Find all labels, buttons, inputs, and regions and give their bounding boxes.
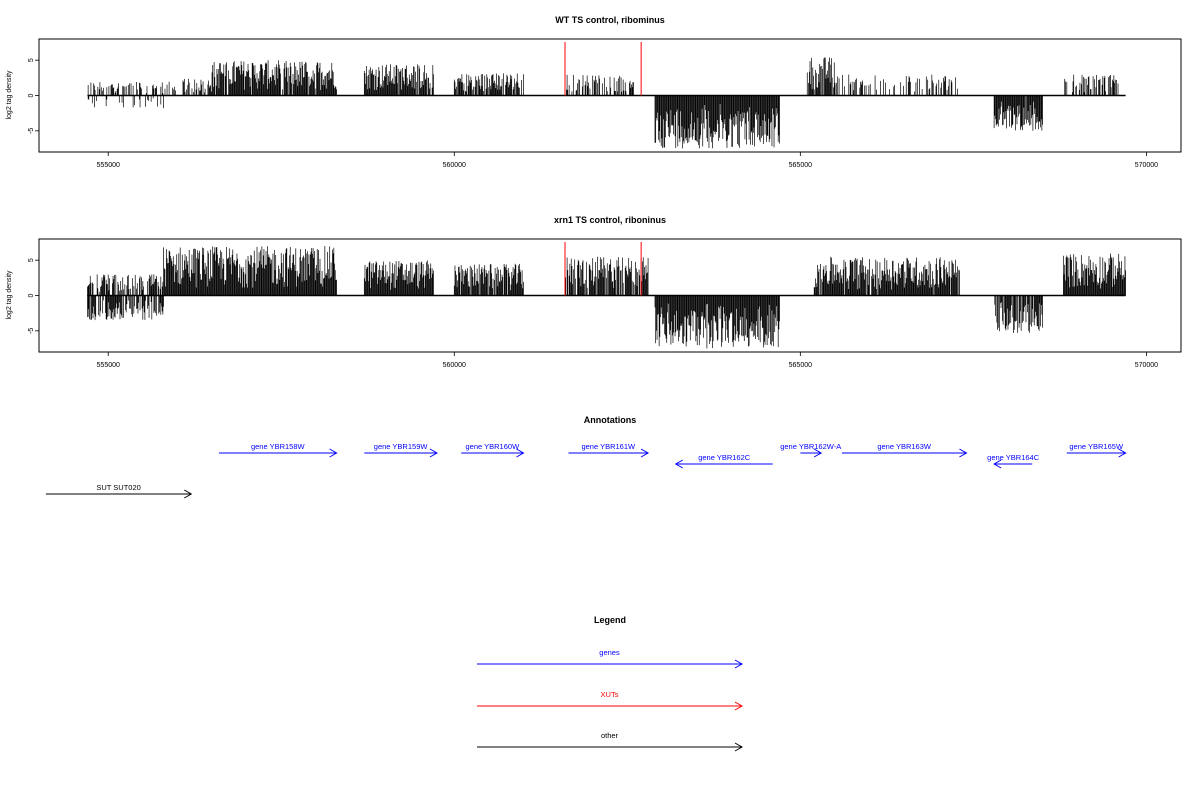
xrn1-axes: 555000 560000 565000 570000 5 0 -5 xyxy=(28,258,1158,369)
wt-axes: 555000 560000 565000 570000 5 0 -5 xyxy=(28,58,1158,169)
annotation-label: gene YBR164C xyxy=(987,453,1040,462)
annotation-arrowhead xyxy=(1118,448,1127,458)
annotation-arrowhead xyxy=(429,448,438,458)
x-tick-label: 565000 xyxy=(789,162,812,169)
legend-arrowhead xyxy=(734,701,744,711)
annotation-features: gene YBR158W gene YBR159W gene YBR160W gene… xyxy=(45,442,1127,499)
y-tick-label: -5 xyxy=(28,128,35,134)
legend-title: Legend xyxy=(594,615,626,625)
annotation-arrowhead xyxy=(959,448,968,458)
x-tick-label: 560000 xyxy=(443,362,466,369)
wt-bars xyxy=(87,42,1126,149)
legend-label: other xyxy=(601,731,619,740)
annotations-title: Annotations xyxy=(584,415,637,425)
annotation-label: gene YBR158W xyxy=(251,442,306,451)
y-tick-label: 5 xyxy=(28,258,35,262)
legend-label: XUTs xyxy=(601,690,619,699)
legend-label: genes xyxy=(599,648,620,657)
annotation-arrowhead xyxy=(184,489,193,499)
annotations-panel: Annotations gene YBR158W gene YBR159W gene… xyxy=(45,415,1127,499)
annotation-label: gene YBR162C xyxy=(698,453,751,462)
x-tick-label: 560000 xyxy=(443,162,466,169)
annotation-arrowhead xyxy=(516,448,525,458)
annotation-arrowhead xyxy=(674,459,683,469)
annotation-arrowhead xyxy=(993,459,1002,469)
y-tick-label: 5 xyxy=(28,58,35,62)
annotation-label: gene YBR163W xyxy=(877,442,932,451)
xrn1-ylabel: log2 tag density xyxy=(6,270,13,320)
x-tick-label: 565000 xyxy=(789,362,812,369)
wt-track-panel: WT TS control, ribominus log2 tag densit… xyxy=(6,15,1182,169)
legend-panel: Legend genes XUTs other xyxy=(477,615,744,752)
annotation-label: gene YBR161W xyxy=(581,442,636,451)
annotation-label: gene YBR165W xyxy=(1069,442,1124,451)
y-tick-label: 0 xyxy=(28,93,35,97)
annotation-label: gene YBR160W xyxy=(466,442,521,451)
x-tick-label: 555000 xyxy=(97,162,120,169)
annotation-arrowhead xyxy=(329,448,338,458)
annotation-label: SUT SUT020 xyxy=(96,483,140,492)
annotation-arrowhead xyxy=(640,448,650,458)
legend-arrowhead xyxy=(734,659,744,669)
legend-arrowhead xyxy=(734,742,744,752)
x-tick-label: 570000 xyxy=(1135,362,1158,369)
xrn1-bars xyxy=(87,242,1126,349)
wt-track-title: WT TS control, ribominus xyxy=(555,15,665,25)
annotation-label: gene YBR159W xyxy=(374,442,429,451)
y-tick-label: -5 xyxy=(28,328,35,334)
annotation-arrowhead xyxy=(813,448,823,458)
x-tick-label: 555000 xyxy=(97,362,120,369)
wt-ylabel: log2 tag density xyxy=(6,70,13,120)
x-tick-label: 570000 xyxy=(1135,162,1158,169)
xrn1-track-panel: xrn1 TS control, riboninus log2 tag dens… xyxy=(6,215,1182,369)
annotation-label: gene YBR162W-A xyxy=(780,442,841,451)
xrn1-track-title: xrn1 TS control, riboninus xyxy=(554,215,666,225)
legend-items: genes XUTs other xyxy=(477,648,744,752)
y-tick-label: 0 xyxy=(28,293,35,297)
